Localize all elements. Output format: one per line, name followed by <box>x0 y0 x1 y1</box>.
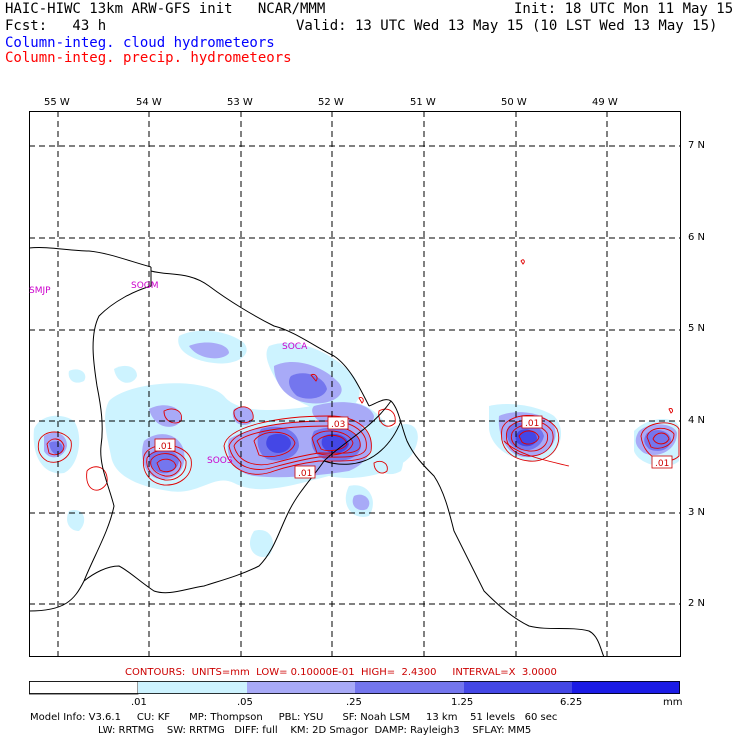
init-time: Init: 18 UTC Mon 11 May 15 <box>514 1 734 17</box>
footer-mp: MP: Thompson <box>189 712 263 723</box>
footer-lw: LW: RRTMG <box>98 725 155 736</box>
footer-damp: DAMP: Rayleigh3 <box>374 725 460 736</box>
contour-label-2: .03 <box>331 420 345 430</box>
colorbar-label-2: .05 <box>237 697 253 708</box>
contour-label-1: .01 <box>158 442 172 452</box>
footer-km: KM: 2D Smagor <box>290 725 369 736</box>
footer-line-1: Model Info: V3.6.1 CU: KF MP: Thompson P… <box>30 712 557 723</box>
contour-info-high: HIGH= 2.4300 <box>361 667 437 678</box>
footer-line-2: LW: RRTMG SW: RRTMG DIFF: full KM: 2D Sm… <box>98 725 531 736</box>
station-soos: SOOS <box>207 456 233 466</box>
contour-info-low: LOW= 0.10000E-01 <box>256 667 355 678</box>
station-labels: SMJP SOGM SOCA SOOS <box>29 281 308 466</box>
footer-pbl: PBL: YSU <box>278 712 324 723</box>
lat-label-7n: 7 N <box>688 140 706 151</box>
footer-cu: CU: KF <box>136 712 171 723</box>
valid-time: Valid: 13 UTC Wed 13 May 15 (10 LST Wed … <box>296 18 718 34</box>
station-smjp: SMJP <box>29 286 51 296</box>
contour-info: CONTOURS: UNITS=mm LOW= 0.10000E-01 HIGH… <box>125 667 557 678</box>
contour-info-contours: CONTOURS: <box>125 667 186 678</box>
colorbar-label-5: 6.25 <box>560 697 583 708</box>
precip-field-label: Column-integ. precip. hydrometeors <box>5 50 292 66</box>
station-soca: SOCA <box>282 342 308 352</box>
latlon-grid <box>29 111 681 657</box>
station-sogm: SOGM <box>131 281 159 291</box>
lat-label-2n: 2 N <box>688 598 706 609</box>
contour-info-units: UNITS=mm <box>191 667 250 678</box>
colorbar-label-4: 1.25 <box>451 697 474 708</box>
contour-label-3: .01 <box>298 469 312 479</box>
lon-label-52w: 52 W <box>318 97 344 108</box>
footer-sw: SW: RRTMG <box>166 725 225 736</box>
colorbar-label-3: .25 <box>346 697 362 708</box>
lat-label-6n: 6 N <box>688 232 706 243</box>
map-panel: SMJP SOGM SOCA SOOS .01 .03 .01 .01 .01 <box>29 111 681 657</box>
lon-label-53w: 53 W <box>227 97 253 108</box>
lon-label-49w: 49 W <box>592 97 618 108</box>
model-title: HAIC-HIWC 13km ARW-GFS init NCAR/MMM <box>5 1 326 17</box>
cloud-field-label: Column-integ. cloud hydrometeors <box>5 35 275 51</box>
footer-levels: 51 levels <box>470 712 516 723</box>
lon-label-54w: 54 W <box>136 97 162 108</box>
footer-sf: SF: Noah LSM <box>342 712 411 723</box>
footer-model-version: Model Info: V3.6.1 <box>30 712 121 723</box>
lon-label-50w: 50 W <box>501 97 527 108</box>
footer-diff: DIFF: full <box>234 725 278 736</box>
precip-contours <box>37 259 680 491</box>
contour-label-5: .01 <box>655 459 669 469</box>
lat-label-4n: 4 N <box>688 415 706 426</box>
footer-sflay: SFLAY: MM5 <box>472 725 532 736</box>
colorbar-units: mm <box>663 697 683 708</box>
footer-resolution: 13 km <box>426 712 458 723</box>
lat-label-3n: 3 N <box>688 507 706 518</box>
colorbar <box>29 681 680 695</box>
colorbar-label-1: .01 <box>131 697 147 708</box>
lon-label-55w: 55 W <box>44 97 70 108</box>
contour-label-4: .01 <box>525 419 539 429</box>
contour-info-interval: INTERVAL=X 3.0000 <box>452 667 557 678</box>
coastline <box>29 247 605 657</box>
forecast-hour: Fcst: 43 h <box>5 18 107 34</box>
footer-timestep: 60 sec <box>524 712 558 723</box>
lon-label-51w: 51 W <box>410 97 436 108</box>
map-frame <box>29 111 681 657</box>
contour-labels: .01 .03 .01 .01 .01 <box>154 415 673 479</box>
lat-label-5n: 5 N <box>688 323 706 334</box>
